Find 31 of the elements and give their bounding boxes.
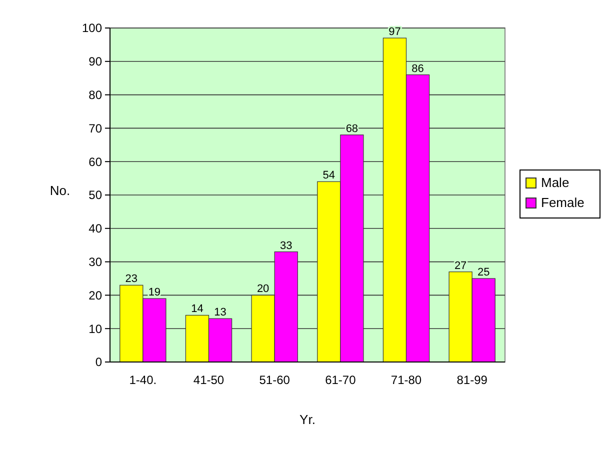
x-tick-label: 1-40. — [129, 373, 157, 387]
y-tick-label: 60 — [88, 154, 102, 169]
data-label: 23 — [125, 273, 138, 286]
y-axis-title: No. — [50, 183, 70, 198]
y-tick-label: 30 — [88, 255, 102, 269]
y-tick-label: 80 — [88, 88, 102, 102]
legend-label: Male — [541, 175, 570, 190]
data-label: 33 — [280, 240, 292, 252]
data-label: 13 — [214, 306, 226, 319]
y-tick-label: 10 — [88, 322, 102, 336]
y-tick-label: 70 — [88, 121, 102, 136]
legend-label: Female — [541, 195, 584, 210]
x-tick-label: 61-70 — [325, 373, 356, 387]
x-tick-label: 41-50 — [193, 373, 224, 387]
y-tick-label: 100 — [82, 21, 102, 36]
x-tick-label: 71-80 — [390, 373, 422, 387]
data-label: 20 — [256, 283, 270, 296]
data-label: 27 — [454, 260, 467, 272]
y-tick-label: 90 — [88, 54, 102, 69]
data-label: 97 — [388, 26, 401, 38]
y-tick-label: 0 — [95, 355, 102, 370]
data-label: 14 — [191, 303, 204, 316]
y-tick-label: 40 — [88, 222, 102, 236]
x-tick-label: 51-60 — [259, 373, 290, 387]
data-label: 86 — [412, 62, 424, 75]
y-tick-label: 50 — [88, 188, 102, 202]
x-tick-label: 81-99 — [456, 373, 488, 387]
x-axis-title: Yr. — [300, 412, 316, 427]
y-tick-label: 20 — [88, 288, 102, 302]
data-label: 54 — [322, 170, 336, 182]
data-label: 25 — [477, 266, 490, 278]
